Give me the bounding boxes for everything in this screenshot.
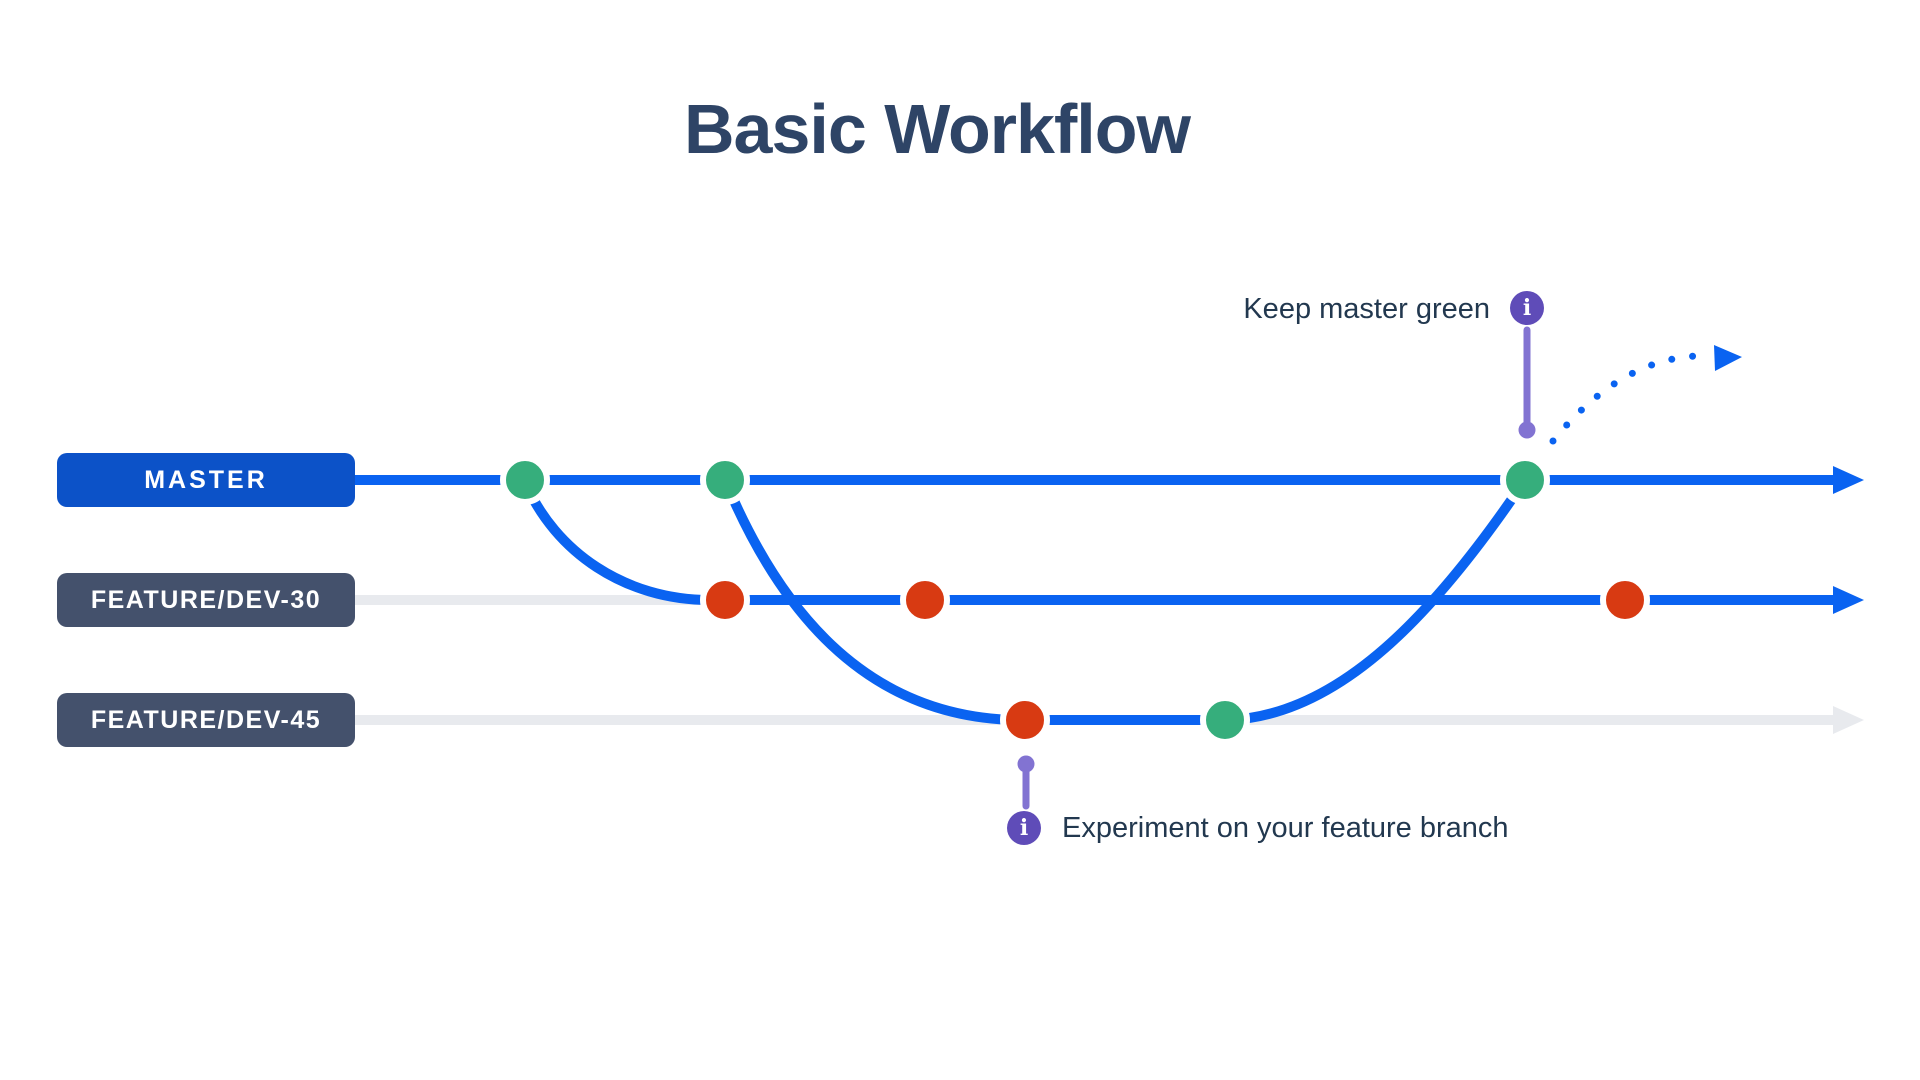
branch-label-feature-dev-30: FEATURE/DEV-30 (57, 573, 355, 627)
master-arrow-icon (1833, 466, 1864, 494)
dotted-future-arc (1549, 352, 1716, 445)
commit-dot-red (900, 575, 950, 625)
annotation-experiment-feature-branch: Experiment on your feature branch (1062, 812, 1509, 844)
merge-curve-dev45-to-master (1223, 475, 1530, 725)
commit-dot-red (1000, 695, 1050, 745)
branch-curve-dev45 (720, 475, 1027, 725)
branch-label-feature-dev-45: FEATURE/DEV-45 (57, 693, 355, 747)
commit-dot-green (500, 455, 550, 505)
info-icon-glyph: i (1522, 295, 1532, 321)
commit-dot-green (700, 455, 750, 505)
info-icon: i (1510, 291, 1544, 325)
branch-label-master: MASTER (57, 453, 355, 507)
branch-curve-dev30 (520, 477, 715, 605)
info-icon: i (1007, 811, 1041, 845)
dev30-arrow-icon (1833, 586, 1864, 614)
commit-dot-green (1200, 695, 1250, 745)
annotation-keep-master-green: Keep master green (1243, 293, 1490, 325)
info-icon-glyph: i (1019, 815, 1029, 841)
commit-dot-red (700, 575, 750, 625)
dotted-arrow-icon (1714, 345, 1742, 371)
commits-layer (500, 455, 1650, 745)
annotation-stem-top-dot (1518, 421, 1536, 439)
annotation-stem-bottom-dot (1017, 755, 1035, 773)
diagram-title: Basic Workflow (684, 90, 1191, 168)
commit-dot-green (1500, 455, 1550, 505)
dev45-arrow-icon (1833, 706, 1864, 734)
commit-dot-red (1600, 575, 1650, 625)
